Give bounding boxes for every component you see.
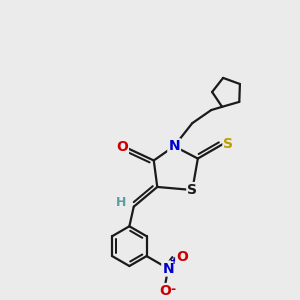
Text: S: S [187, 183, 197, 197]
Text: H: H [116, 196, 126, 209]
Text: S: S [224, 137, 233, 151]
Text: -: - [171, 284, 176, 296]
Text: O: O [176, 250, 188, 264]
Text: +: + [170, 256, 178, 266]
Text: O: O [159, 284, 171, 298]
Text: O: O [116, 140, 128, 154]
Text: N: N [162, 262, 174, 275]
Text: N: N [168, 139, 180, 153]
